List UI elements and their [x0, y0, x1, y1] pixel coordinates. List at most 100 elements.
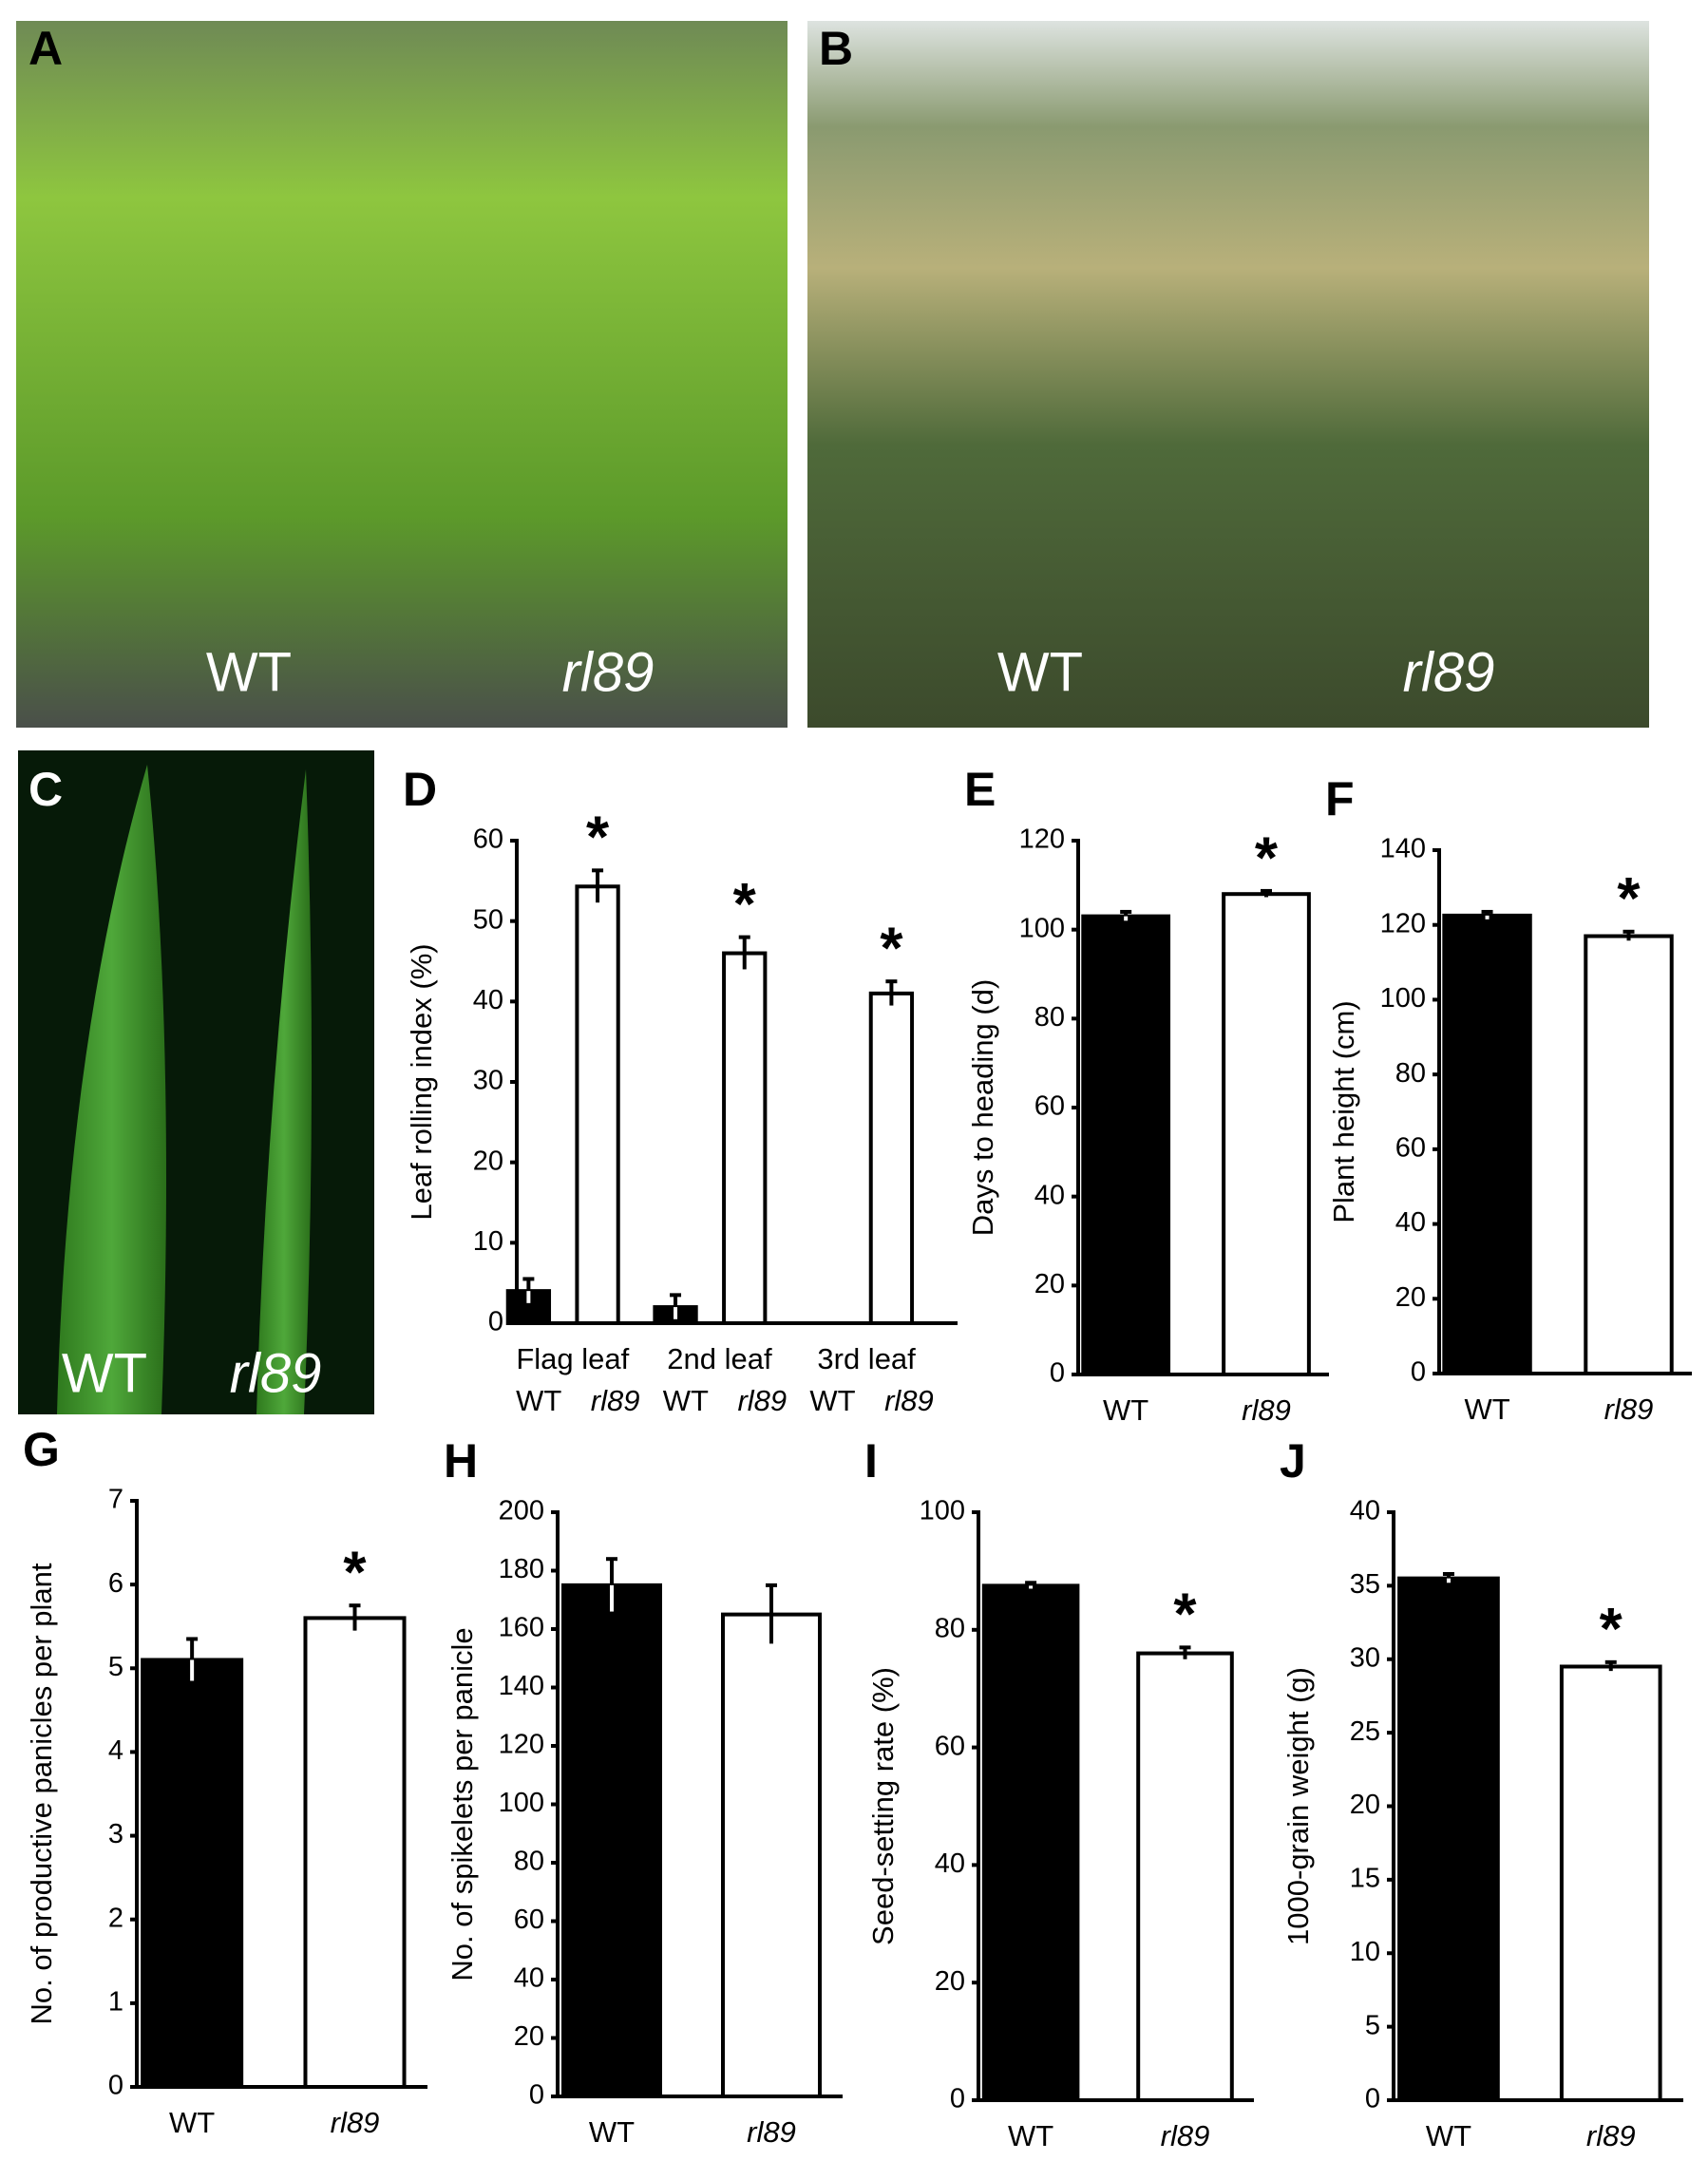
photo-label: rl89: [562, 641, 655, 703]
y-tick-label: 20: [1395, 1282, 1426, 1313]
significance: *: [1173, 1583, 1197, 1648]
x-tick-label: rl89: [1604, 1393, 1654, 1426]
x-tick-label: rl89: [1242, 1393, 1291, 1427]
bar: [1559, 1664, 1662, 2103]
significance: *: [1255, 825, 1279, 891]
y-tick-label: 20: [935, 1966, 965, 1997]
bar: [1222, 892, 1311, 1376]
y-tick-label: 20: [1350, 1790, 1380, 1820]
x-tick-label: rl89: [331, 2106, 380, 2139]
x-tick-label: 2nd leaf: [667, 1342, 772, 1375]
y-tick-label: 40: [935, 1848, 965, 1879]
y-tick-label: 80: [935, 1613, 965, 1643]
y-axis-label: Leaf rolling index (%): [405, 943, 438, 1220]
bar: [1081, 914, 1171, 1376]
panel-letter: D: [403, 763, 437, 816]
x-tick-label: rl89: [1586, 2119, 1636, 2152]
y-tick-label: 100: [1019, 913, 1065, 943]
y-tick-label: 100: [920, 1496, 965, 1526]
y-tick-label: 0: [1411, 1357, 1426, 1388]
y-axis-label: No. of productive panicles per plant: [25, 1563, 58, 2024]
photo-label: rl89: [1403, 641, 1495, 703]
significance: *: [880, 917, 903, 982]
y-tick-label: 0: [1365, 2084, 1380, 2114]
y-axis-label: Plant height (cm): [1327, 1000, 1360, 1223]
y-tick-label: 7: [108, 1485, 123, 1515]
photo-label: rl89: [230, 1342, 322, 1404]
y-tick-label: 160: [499, 1613, 544, 1643]
y-tick-label: 60: [1034, 1091, 1065, 1122]
bar: [721, 1612, 822, 2098]
y-tick-label: 180: [499, 1554, 544, 1584]
x-tick-label: rl89: [747, 2115, 796, 2149]
y-tick-label: 120: [499, 1730, 544, 1760]
y-tick-label: 100: [499, 1788, 544, 1818]
photo-a: [16, 21, 788, 728]
significance: *: [1600, 1597, 1623, 1662]
y-tick-label: 6: [108, 1568, 123, 1599]
bar: [1442, 913, 1532, 1375]
y-tick-label: 20: [1034, 1269, 1065, 1299]
y-tick-label: 10: [1350, 1937, 1380, 1967]
y-tick-label: 0: [950, 2084, 965, 2114]
x-tick-label: WT: [1426, 2119, 1471, 2152]
y-tick-label: 5: [1365, 2010, 1380, 2040]
y-tick-label: 60: [935, 1731, 965, 1761]
y-tick-label: 2: [108, 1903, 123, 1933]
x-tick-label: rl89: [1161, 2119, 1210, 2152]
y-tick-label: 80: [1034, 1002, 1065, 1033]
x-tick-label: WT: [1103, 1393, 1148, 1427]
y-tick-label: 80: [514, 1847, 544, 1877]
y-tick-label: 35: [1350, 1569, 1380, 1600]
x-tick-label: 3rd leaf: [817, 1342, 916, 1375]
bar: [561, 1583, 662, 2098]
y-tick-label: 1: [108, 1987, 123, 2018]
y-tick-label: 140: [1380, 834, 1426, 864]
x-tick-label: WT: [1008, 2119, 1053, 2152]
x-tick-label: Flag leaf: [516, 1342, 629, 1375]
y-tick-label: 0: [108, 2071, 123, 2101]
y-axis-label: 1000-grain weight (g): [1281, 1667, 1315, 1945]
significance: *: [733, 872, 757, 938]
leaf-wt: [57, 765, 166, 1414]
bar: [303, 1616, 407, 2090]
series-label: WT: [663, 1384, 709, 1417]
bar: [722, 951, 768, 1325]
bar: [575, 884, 620, 1325]
y-tick-label: 140: [499, 1671, 544, 1701]
y-tick-label: 40: [1395, 1207, 1426, 1238]
panel-letter: C: [28, 763, 63, 816]
y-tick-label: 50: [473, 904, 503, 935]
y-tick-label: 200: [499, 1496, 544, 1526]
y-tick-label: 0: [529, 2080, 544, 2111]
y-tick-label: 120: [1380, 908, 1426, 938]
y-tick-label: 4: [108, 1735, 123, 1766]
panel-letter: A: [28, 22, 63, 75]
y-tick-label: 30: [473, 1066, 503, 1096]
y-tick-label: 30: [1350, 1642, 1380, 1673]
series-label: rl89: [884, 1384, 934, 1417]
photo-label: WT: [206, 641, 292, 703]
x-tick-label: WT: [589, 2115, 635, 2149]
panel-letter: B: [819, 22, 853, 75]
panel-letter: H: [444, 1434, 478, 1488]
series-label: rl89: [591, 1384, 640, 1417]
panel-letter: E: [964, 763, 996, 816]
significance: *: [1617, 866, 1641, 932]
y-tick-label: 40: [473, 985, 503, 1015]
y-axis-label: Seed-setting rate (%): [866, 1667, 900, 1945]
y-tick-label: 60: [473, 825, 503, 855]
series-label: WT: [809, 1384, 855, 1417]
bar: [1584, 934, 1674, 1375]
y-tick-label: 3: [108, 1819, 123, 1849]
y-tick-label: 5: [108, 1652, 123, 1682]
y-tick-label: 60: [514, 1905, 544, 1935]
panel-letter: F: [1325, 772, 1355, 825]
y-tick-label: 100: [1380, 983, 1426, 1014]
bar: [981, 1583, 1080, 2102]
y-tick-label: 15: [1350, 1864, 1380, 1894]
y-tick-label: 60: [1395, 1133, 1426, 1164]
bar: [141, 1658, 244, 2089]
y-tick-label: 40: [1350, 1496, 1380, 1526]
